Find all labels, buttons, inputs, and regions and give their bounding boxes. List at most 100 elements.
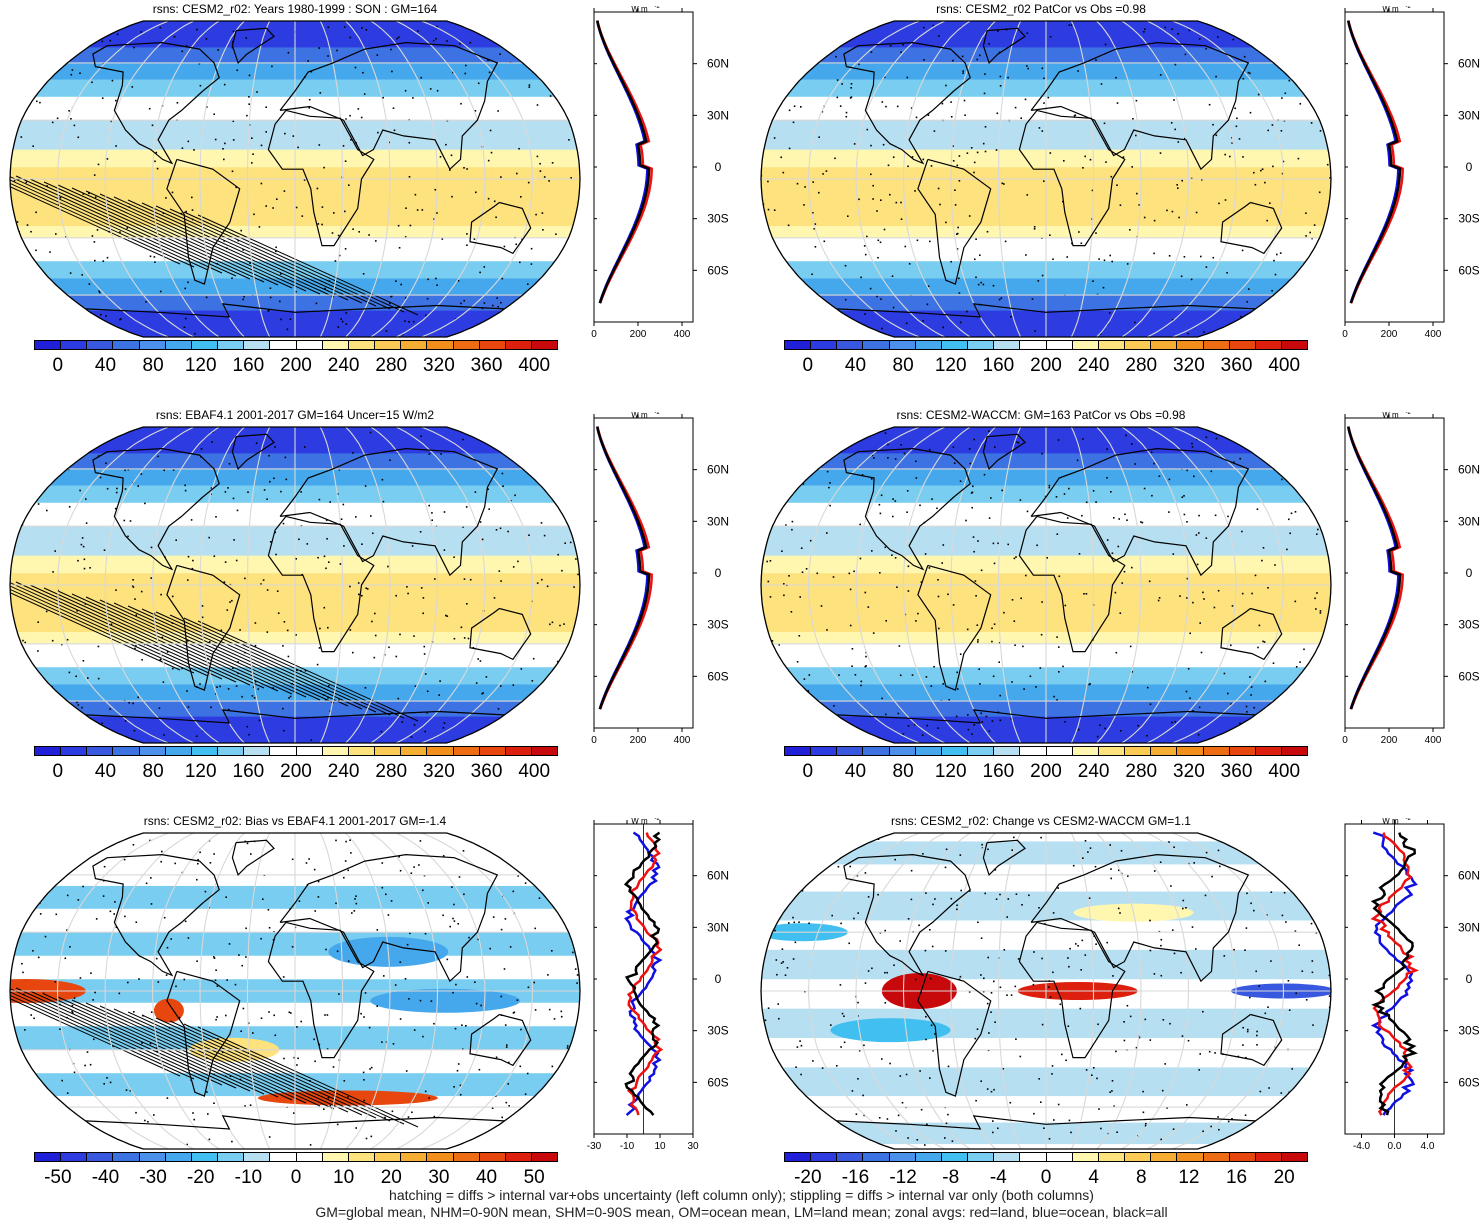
colorbar-swatch xyxy=(164,1153,191,1161)
zonal-lat-label: 30N xyxy=(707,920,729,934)
colorbar-swatch xyxy=(452,747,479,755)
colorbar-tick-label: 0 xyxy=(802,355,814,376)
colorbar-swatch xyxy=(785,747,811,755)
colorbar-swatch xyxy=(785,341,811,349)
zonal-lat-label: 0 xyxy=(715,160,722,174)
colorbar-tick-label: 320 xyxy=(1173,761,1205,782)
colorbar-tick-label: 0 xyxy=(290,1167,302,1188)
colorbar xyxy=(784,746,1308,756)
colorbar xyxy=(34,340,558,350)
colorbar-tick-label: 280 xyxy=(375,761,408,782)
zonal-average-plot: W m -2 60N 30N 0 30S 60S -30 -10 10 30 xyxy=(587,818,729,1152)
colorbar-swatch xyxy=(190,747,218,755)
panel-title: rsns: CESM2_r02: Years 1980-1999 : SON :… xyxy=(152,2,438,16)
panel-model-patcor: rsns: CESM2_r02 PatCor vs Obs =0.98 0 40 8… xyxy=(741,0,1483,395)
colorbar-swatch xyxy=(35,1153,61,1161)
zonal-lat-label: 0 xyxy=(1466,566,1473,580)
zonal-lat-label: 60N xyxy=(1458,463,1480,477)
colorbar-tick-label: 120 xyxy=(184,761,217,782)
colorbar-tick-label: 360 xyxy=(470,355,503,376)
colorbar-swatch xyxy=(452,341,479,349)
panel-model-climatology: rsns: CESM2_r02: Years 1980-1999 : SON :… xyxy=(0,0,741,395)
colorbar-tick-label: 80 xyxy=(142,761,164,782)
colorbar-swatch xyxy=(1045,747,1072,755)
robinson-map xyxy=(760,832,1332,1150)
colorbar-tick-label: 240 xyxy=(1077,761,1110,782)
colorbar-swatch xyxy=(217,341,244,349)
colorbar-swatch xyxy=(1124,341,1151,349)
zonal-average-plot: W m -2 60N 30N 0 30S 60S -4.0 0.0 4.0 xyxy=(1344,818,1480,1152)
colorbar-swatch xyxy=(1019,341,1046,349)
colorbar-swatch xyxy=(862,1153,889,1161)
panel-title: rsns: EBAF4.1 2001-2017 GM=164 Uncer=15 … xyxy=(155,408,435,422)
colorbar-swatch xyxy=(888,747,915,755)
zonal-x-tick-label: 0 xyxy=(1342,329,1348,340)
colorbar-swatch xyxy=(530,1153,558,1161)
colorbar-tick-label: 240 xyxy=(1077,355,1110,376)
colorbar-swatch xyxy=(295,747,322,755)
colorbar-tick-label: -10 xyxy=(234,1167,263,1188)
colorbar-swatch xyxy=(914,747,941,755)
zonal-units-superscript: -2 xyxy=(1406,6,1412,10)
colorbar-labels: -50 -40 -30 -20 -10 0 10 20 30 40 50 xyxy=(34,1167,558,1191)
zonal-lat-label: 60S xyxy=(1458,263,1479,277)
colorbar-swatch xyxy=(810,341,837,349)
panel-title: rsns: CESM2_r02: Change vs CESM2-WACCM G… xyxy=(891,814,1191,828)
colorbar-swatch xyxy=(1254,747,1281,755)
panel-change: rsns: CESM2_r02: Change vs CESM2-WACCM G… xyxy=(741,812,1483,1192)
colorbar-tick-label: 280 xyxy=(1125,355,1158,376)
colorbar-swatch xyxy=(217,1153,244,1161)
zonal-average-plot: W m -2 60N 30N 0 30S 60S 0 200 400 xyxy=(1342,412,1480,746)
colorbar-swatch xyxy=(810,747,837,755)
colorbar-swatch xyxy=(1071,341,1098,349)
colorbar-tick-label: 200 xyxy=(280,355,312,376)
zonal-profile-land xyxy=(1347,426,1404,710)
colorbar-swatch xyxy=(60,341,87,349)
colorbar-swatch xyxy=(967,341,994,349)
zonal-profile-all xyxy=(623,831,662,1116)
zonal-x-tick-label: 400 xyxy=(1425,735,1442,746)
colorbar-labels: 0 40 80 120 160 200 240 280 320 360 400 xyxy=(34,355,558,379)
colorbar-swatch xyxy=(1202,747,1229,755)
zonal-average-plot: W m -2 60N 30N 0 30S 60S 0 200 400 xyxy=(591,6,729,340)
colorbar-tick-label: 30 xyxy=(428,1167,450,1188)
colorbar-swatch xyxy=(321,341,348,349)
zonal-x-tick-label: 10 xyxy=(654,1141,666,1152)
colorbar-tick-label: -50 xyxy=(44,1167,72,1188)
zonal-lat-label: 60S xyxy=(1458,1075,1479,1089)
zonal-average-plot: W m -2 60N 30N 0 30S 60S 0 200 400 xyxy=(1342,6,1480,340)
colorbar-swatch xyxy=(86,747,113,755)
zonal-lat-label: 30S xyxy=(707,1024,728,1038)
colorbar-tick-label: 200 xyxy=(280,761,312,782)
zonal-units-label: W m xyxy=(631,6,648,14)
colorbar-tick-label: 120 xyxy=(934,761,967,782)
colorbar-swatch xyxy=(940,1153,968,1161)
zonal-x-tick-label: 400 xyxy=(674,735,691,746)
zonal-profile-land xyxy=(1347,20,1404,304)
colorbar-swatch xyxy=(190,341,218,349)
colorbar-swatch xyxy=(400,1153,427,1161)
zonal-lat-label: 60N xyxy=(707,57,729,71)
colorbar-swatch xyxy=(993,747,1020,755)
robinson-map xyxy=(9,426,581,744)
colorbar-swatch xyxy=(993,1153,1020,1161)
colorbar-swatch xyxy=(940,747,968,755)
zonal-x-tick-label: -30 xyxy=(587,1141,602,1152)
colorbar-swatch xyxy=(426,747,453,755)
colorbar-swatch xyxy=(862,747,889,755)
zonal-x-tick-label: 200 xyxy=(630,329,647,340)
colorbar-swatch xyxy=(400,341,427,349)
colorbar-tick-label: 160 xyxy=(232,355,265,376)
colorbar-labels: 0 40 80 120 160 200 240 280 320 360 400 xyxy=(784,355,1308,379)
colorbar-tick-label: 280 xyxy=(1125,761,1158,782)
colorbar-swatch xyxy=(426,341,453,349)
zonal-lat-label: 60S xyxy=(707,263,728,277)
colorbar-tick-label: -8 xyxy=(942,1167,960,1188)
colorbar-tick-label: -12 xyxy=(889,1167,917,1188)
colorbar-tick-label: 400 xyxy=(518,761,551,782)
colorbar-swatch xyxy=(243,341,270,349)
colorbar-swatch xyxy=(164,341,191,349)
colorbar-swatch xyxy=(1124,1153,1151,1161)
colorbar-swatch xyxy=(1019,1153,1046,1161)
colorbar-labels: -20 -16 -12 -8 -4 0 4 8 12 16 20 xyxy=(784,1167,1308,1191)
